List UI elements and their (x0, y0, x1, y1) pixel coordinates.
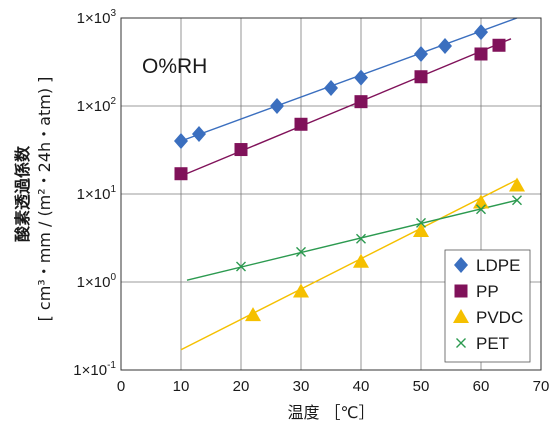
y-tick-label: 1×103 (77, 8, 117, 27)
data-point-pp (492, 38, 506, 52)
x-tick-label: 60 (473, 378, 490, 395)
data-point-pvdc (413, 222, 429, 237)
data-point-pet (356, 233, 366, 244)
x-tick-label: 30 (293, 378, 310, 395)
x-tick-label: 10 (173, 378, 190, 395)
data-point-pvdc (245, 307, 261, 322)
data-point-pp (414, 70, 428, 84)
y-tick-labels: 1×10-1 1×100 1×101 1×102 1×103 (73, 8, 116, 379)
legend-marker-pet (456, 338, 466, 348)
legend-label-ldpe: LDPE (476, 256, 520, 275)
y-tick-label: 1×101 (77, 184, 117, 203)
x-tick-label: 20 (233, 378, 250, 395)
x-tick-labels: 0 10 20 30 40 50 60 70 (117, 378, 550, 395)
legend-label-pp: PP (476, 282, 499, 301)
legend-marker-pp (454, 284, 468, 298)
y-tick-label: 1×10-1 (73, 360, 116, 379)
data-point-pvdc (353, 253, 369, 268)
data-point-pp (174, 167, 188, 181)
data-point-pp (294, 117, 308, 131)
x-tick-label: 40 (353, 378, 370, 395)
y-axis-unit: [ cm³・mm / (m²・24h・atm) ] (35, 77, 54, 322)
data-point-ldpe (174, 133, 188, 150)
fit-line-pvdc (180, 179, 518, 351)
data-point-pet (476, 204, 486, 215)
data-point-ldpe (192, 126, 206, 143)
legend-marker-pvdc (453, 309, 469, 323)
legend: LDPE PP PVDC PET (444, 249, 531, 363)
data-markers (174, 24, 525, 322)
data-point-pet (512, 195, 522, 206)
data-point-ldpe (270, 98, 284, 114)
y-axis-title: 酸素透過係数 (13, 145, 32, 242)
data-point-ldpe (438, 38, 452, 55)
humidity-annotation: O%RH (142, 55, 207, 78)
data-point-pet (296, 246, 306, 257)
data-point-ldpe (354, 69, 368, 86)
x-tick-label: 0 (117, 378, 125, 395)
fit-line-pp (180, 38, 512, 177)
legend-marker-ldpe (454, 257, 468, 273)
data-point-ldpe (474, 24, 488, 41)
data-point-pp (234, 143, 248, 157)
data-point-pvdc (293, 283, 309, 298)
x-tick-label: 50 (413, 378, 430, 395)
data-point-ldpe (324, 80, 338, 97)
data-point-pp (354, 95, 368, 109)
legend-label-pvdc: PVDC (476, 308, 523, 327)
fit-line-ldpe (180, 17, 518, 142)
data-point-ldpe (414, 45, 428, 62)
data-point-pp (474, 47, 488, 61)
data-point-pet (236, 261, 246, 272)
data-point-pet (416, 217, 426, 228)
data-point-pvdc (509, 177, 525, 192)
y-tick-label: 1×100 (77, 272, 117, 291)
legend-label-pet: PET (476, 334, 509, 353)
y-tick-label: 1×102 (77, 96, 117, 115)
x-tick-label: 70 (533, 378, 550, 395)
plot-area-border (120, 17, 542, 371)
x-axis-title: 温度 ［℃］ (287, 403, 374, 422)
